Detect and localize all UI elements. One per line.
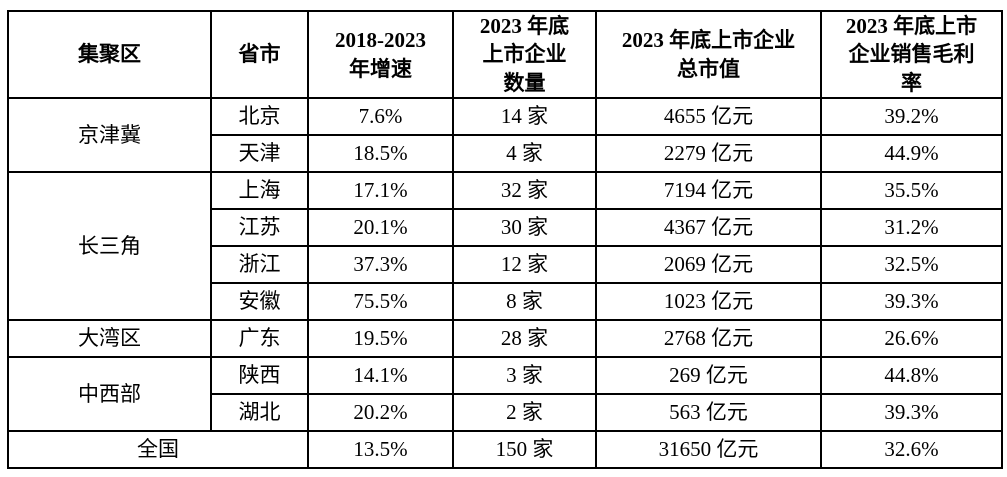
count-cell: 2 家 (452, 393, 597, 433)
cap-cell: 2069 亿元 (595, 245, 822, 285)
cap-cell: 4367 亿元 (595, 208, 822, 248)
region-cell: 京津冀 (7, 97, 212, 174)
total-label-cell: 全国 (7, 430, 309, 470)
table-row: 中西部 陕西 14.1% 3 家 269 亿元 44.8% (7, 356, 1003, 433)
header-cluster: 集聚区 (7, 9, 212, 100)
header-growth: 2018-2023 年增速 (307, 9, 454, 100)
count-cell: 30 家 (452, 208, 597, 248)
table-row: 大湾区 广东 19.5% 28 家 2768 亿元 26.6% (7, 319, 1003, 359)
margin-cell: 35.5% (820, 171, 1003, 211)
province-cell: 安徽 (210, 282, 309, 322)
margin-cell: 44.8% (820, 356, 1003, 396)
province-cell: 陕西 (210, 356, 309, 396)
margin-cell: 39.3% (820, 282, 1003, 322)
table-row: 长三角 上海 17.1% 32 家 7194 亿元 35.5% (7, 171, 1003, 322)
growth-cell: 37.3% (307, 245, 454, 285)
margin-cell: 32.5% (820, 245, 1003, 285)
count-cell: 8 家 (452, 282, 597, 322)
margin-cell: 44.9% (820, 134, 1003, 174)
growth-cell: 20.1% (307, 208, 454, 248)
count-cell: 28 家 (452, 319, 597, 359)
growth-cell: 13.5% (307, 430, 454, 470)
region-cell: 大湾区 (7, 319, 212, 359)
growth-cell: 7.6% (307, 97, 454, 137)
table-row: 京津冀 北京 7.6% 14 家 4655 亿元 39.2% (7, 97, 1003, 174)
margin-cell: 32.6% (820, 430, 1003, 470)
growth-cell: 17.1% (307, 171, 454, 211)
province-cell: 湖北 (210, 393, 309, 433)
table-row: 江苏 20.1% 30 家 4367 亿元 31.2% (8, 208, 1003, 248)
cap-cell: 1023 亿元 (595, 282, 822, 322)
cap-cell: 7194 亿元 (595, 171, 822, 211)
count-cell: 14 家 (452, 97, 597, 137)
province-cell: 江苏 (210, 208, 309, 248)
count-cell: 3 家 (452, 356, 597, 396)
province-cell: 北京 (210, 97, 309, 137)
province-cell: 广东 (210, 319, 309, 359)
margin-cell: 26.6% (820, 319, 1003, 359)
header-market-cap: 2023 年底上市企业 总市值 (595, 9, 822, 100)
province-cell: 上海 (210, 171, 309, 211)
header-row: 集聚区 省市 2018-2023 年增速 2023 年底 上市企业 数量 202… (7, 9, 1003, 100)
table-row: 浙江 37.3% 12 家 2069 亿元 32.5% (8, 245, 1003, 285)
growth-cell: 75.5% (307, 282, 454, 322)
growth-cell: 14.1% (307, 356, 454, 396)
total-row: 全国 13.5% 150 家 31650 亿元 32.6% (7, 430, 1003, 470)
cap-cell: 2279 亿元 (595, 134, 822, 174)
margin-cell: 39.2% (820, 97, 1003, 137)
cap-cell: 563 亿元 (595, 393, 822, 433)
count-cell: 150 家 (452, 430, 597, 470)
count-cell: 32 家 (452, 171, 597, 211)
count-cell: 12 家 (452, 245, 597, 285)
growth-cell: 20.2% (307, 393, 454, 433)
margin-cell: 39.3% (820, 393, 1003, 433)
cap-cell: 269 亿元 (595, 356, 822, 396)
region-cell: 中西部 (7, 356, 212, 433)
table-row: 湖北 20.2% 2 家 563 亿元 39.3% (8, 393, 1003, 433)
margin-cell: 31.2% (820, 208, 1003, 248)
table-row: 天津 18.5% 4 家 2279 亿元 44.9% (8, 134, 1003, 174)
table-row: 安徽 75.5% 8 家 1023 亿元 39.3% (8, 282, 1003, 322)
header-gross-margin: 2023 年底上市 企业销售毛利 率 (820, 9, 1003, 100)
province-cell: 浙江 (210, 245, 309, 285)
cap-cell: 31650 亿元 (595, 430, 822, 470)
cap-cell: 2768 亿元 (595, 319, 822, 359)
growth-cell: 19.5% (307, 319, 454, 359)
listed-companies-table: 集聚区 省市 2018-2023 年增速 2023 年底 上市企业 数量 202… (7, 9, 1003, 470)
count-cell: 4 家 (452, 134, 597, 174)
province-cell: 天津 (210, 134, 309, 174)
header-province: 省市 (210, 9, 309, 100)
region-cell: 长三角 (7, 171, 212, 322)
header-listed-count: 2023 年底 上市企业 数量 (452, 9, 597, 100)
growth-cell: 18.5% (307, 134, 454, 174)
cap-cell: 4655 亿元 (595, 97, 822, 137)
